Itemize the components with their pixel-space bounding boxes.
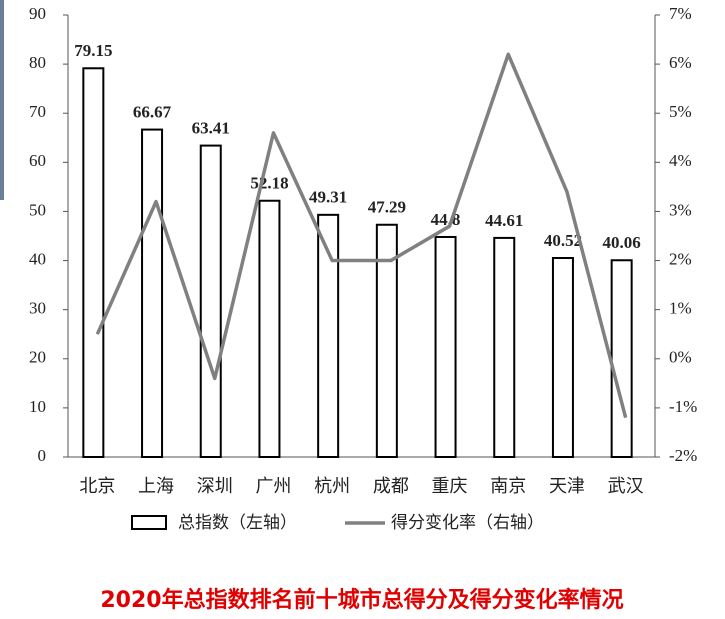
y-tick-label: 0 <box>38 446 47 465</box>
y-tick-label: 10 <box>29 397 46 416</box>
x-tick-label: 广州 <box>255 476 291 497</box>
y2-tick-label: 4% <box>669 151 692 170</box>
x-tick-label: 天津 <box>549 476 585 497</box>
bar <box>317 213 340 458</box>
x-tick-label: 南京 <box>490 476 526 497</box>
y-tick-label: 30 <box>29 299 46 318</box>
y-tick-label: 60 <box>29 151 46 170</box>
legend-label: 总指数（左轴） <box>178 513 297 533</box>
legend-swatch <box>131 515 167 530</box>
bar <box>375 223 398 458</box>
bar <box>493 236 516 458</box>
y2-tick-label: 2% <box>669 249 692 268</box>
x-tick-label: 成都 <box>373 476 409 497</box>
edge-strip <box>0 0 4 200</box>
y-tick-label: 80 <box>29 53 46 72</box>
x-tick-label: 武汉 <box>608 476 644 497</box>
bar-label: 49.31 <box>309 188 347 207</box>
x-tick-label: 深圳 <box>197 476 233 497</box>
bar <box>551 257 574 458</box>
y2-tick-label: 5% <box>669 102 692 121</box>
bar-label: 52.18 <box>250 174 288 193</box>
chart-title: 2020年总指数排名前十城市总得分及得分变化率情况 <box>100 587 623 613</box>
y-tick-label: 20 <box>29 348 46 367</box>
bar-label: 79.15 <box>74 41 112 60</box>
y-tick-label: 70 <box>29 102 46 121</box>
bar <box>434 235 457 458</box>
y2-tick-label: -2% <box>669 446 697 465</box>
bar-label: 44.61 <box>485 211 523 230</box>
x-tick-label: 重庆 <box>432 476 468 497</box>
y2-tick-label: 7% <box>669 4 692 23</box>
x-tick-label: 北京 <box>79 476 115 497</box>
y-tick-label: 50 <box>29 200 46 219</box>
line <box>95 52 628 419</box>
bar <box>82 67 105 458</box>
bar <box>141 128 164 458</box>
bar <box>258 199 281 458</box>
bar-label: 40.52 <box>544 231 582 250</box>
bar <box>610 259 633 458</box>
y2-tick-label: 1% <box>669 299 692 318</box>
y2-tick-label: 6% <box>669 53 692 72</box>
legend-label: 得分变化率（右轴） <box>391 513 544 533</box>
y2-tick-label: 3% <box>669 200 692 219</box>
bar <box>199 144 222 458</box>
bar-label: 47.29 <box>368 198 406 217</box>
x-tick-label: 杭州 <box>314 476 350 497</box>
y-tick-label: 40 <box>29 249 46 268</box>
bar-label: 40.06 <box>603 233 641 252</box>
x-tick-label: 上海 <box>138 476 174 497</box>
y2-tick-label: 0% <box>669 348 692 367</box>
bar-label: 66.67 <box>133 102 172 121</box>
bar-label: 63.41 <box>192 118 230 137</box>
y-tick-label: 90 <box>29 4 46 23</box>
y2-tick-label: -1% <box>669 397 697 416</box>
